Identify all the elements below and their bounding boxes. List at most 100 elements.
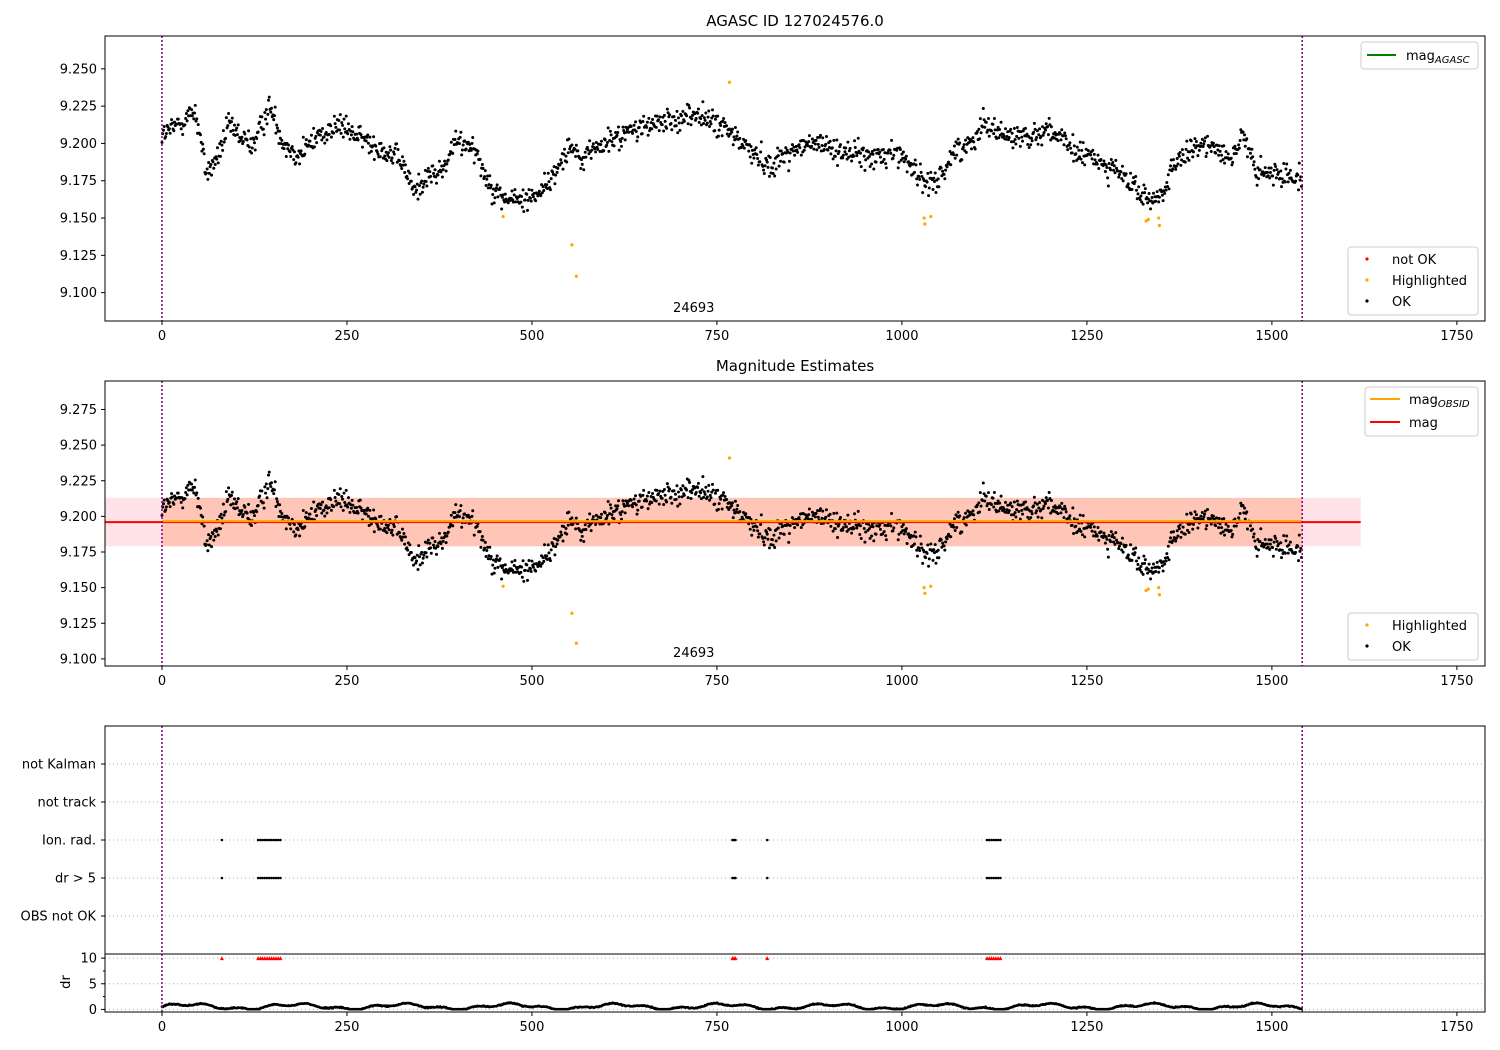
ok-point	[596, 147, 600, 151]
ok-point	[790, 516, 794, 520]
ok-point	[545, 183, 549, 187]
ok-point	[1069, 146, 1073, 150]
ok-point	[719, 124, 723, 128]
ok-point	[599, 516, 603, 520]
ok-point	[897, 532, 901, 536]
legend-marker	[1365, 278, 1369, 282]
ok-point	[696, 486, 700, 490]
ok-point	[770, 166, 774, 170]
ok-point	[247, 502, 251, 506]
ok-point	[591, 515, 595, 519]
ok-point	[1180, 158, 1184, 162]
ok-point	[1224, 522, 1228, 526]
ok-point	[1196, 526, 1200, 530]
ok-point	[835, 511, 839, 515]
ok-point	[241, 139, 245, 143]
ok-point	[272, 488, 276, 492]
ok-point	[738, 136, 742, 140]
ok-point	[395, 160, 399, 164]
ok-point	[748, 527, 752, 531]
ok-point	[432, 543, 436, 547]
ok-point	[605, 141, 609, 145]
ok-point	[897, 160, 901, 164]
ok-point	[833, 154, 837, 158]
ok-point	[314, 508, 318, 512]
ok-point	[554, 173, 558, 177]
ok-point	[290, 145, 294, 149]
ok-point	[403, 535, 407, 539]
ok-point	[612, 144, 616, 148]
ok-point	[1143, 187, 1147, 191]
ok-point	[319, 129, 323, 133]
ok-point	[895, 146, 899, 150]
ok-point	[703, 118, 707, 122]
ok-point	[704, 111, 708, 115]
ok-point	[1191, 527, 1195, 531]
ok-point	[269, 481, 273, 485]
ok-point	[819, 133, 823, 137]
ok-point	[218, 515, 222, 519]
ok-point	[452, 516, 456, 520]
ok-point	[486, 186, 490, 190]
panel1-xtick-label: 250	[335, 329, 360, 344]
ok-point	[996, 125, 1000, 129]
ok-point	[588, 512, 592, 516]
ok-point	[164, 508, 168, 512]
ok-point	[1036, 515, 1040, 519]
ok-point	[1035, 136, 1039, 140]
ok-point	[479, 174, 483, 178]
ok-point	[722, 491, 726, 495]
ok-point	[670, 128, 674, 132]
ok-point	[512, 193, 516, 197]
flag-point	[270, 876, 273, 880]
ok-point	[1063, 507, 1067, 511]
ok-point	[306, 143, 310, 147]
ok-point	[937, 185, 941, 189]
obsid-annotation: 24693	[673, 646, 714, 661]
ok-point	[1040, 143, 1044, 147]
ok-point	[445, 534, 449, 538]
ok-point	[1272, 540, 1276, 544]
ok-point	[1199, 514, 1203, 518]
ok-point	[926, 171, 930, 175]
ok-point	[874, 532, 878, 536]
ok-point	[1075, 145, 1079, 149]
ok-point	[590, 148, 594, 152]
ok-point	[852, 527, 856, 531]
ok-point	[491, 187, 495, 191]
ok-point	[568, 147, 572, 151]
ok-point	[205, 167, 209, 171]
ok-point	[263, 111, 267, 115]
ok-point	[1200, 510, 1204, 514]
ok-point	[417, 544, 421, 548]
ok-point	[891, 156, 895, 160]
ok-point	[992, 505, 996, 509]
ok-point	[395, 515, 399, 519]
ok-point	[1242, 138, 1246, 142]
ok-point	[539, 194, 543, 198]
ok-point	[355, 506, 359, 510]
ok-point	[1093, 158, 1097, 162]
ok-point	[321, 500, 325, 504]
dr-capped-marker	[733, 956, 738, 961]
panel4-ytick-label: 5	[89, 977, 97, 992]
ok-point	[708, 498, 712, 502]
ok-point	[1181, 153, 1185, 157]
ok-point	[406, 169, 410, 173]
ok-point	[408, 171, 412, 175]
ok-point	[405, 174, 409, 178]
ok-point	[267, 98, 271, 102]
legend-marker	[1365, 257, 1369, 261]
ok-point	[1147, 191, 1151, 195]
ok-point	[278, 129, 282, 133]
ok-point	[640, 505, 644, 509]
ok-point	[1177, 154, 1181, 158]
ok-point	[1180, 148, 1184, 152]
ok-point	[403, 542, 407, 546]
ok-point	[1076, 157, 1080, 161]
ok-point	[294, 161, 298, 165]
ok-point	[711, 488, 715, 492]
ok-point	[983, 125, 987, 129]
ok-point	[710, 482, 714, 486]
ok-point	[250, 523, 254, 527]
